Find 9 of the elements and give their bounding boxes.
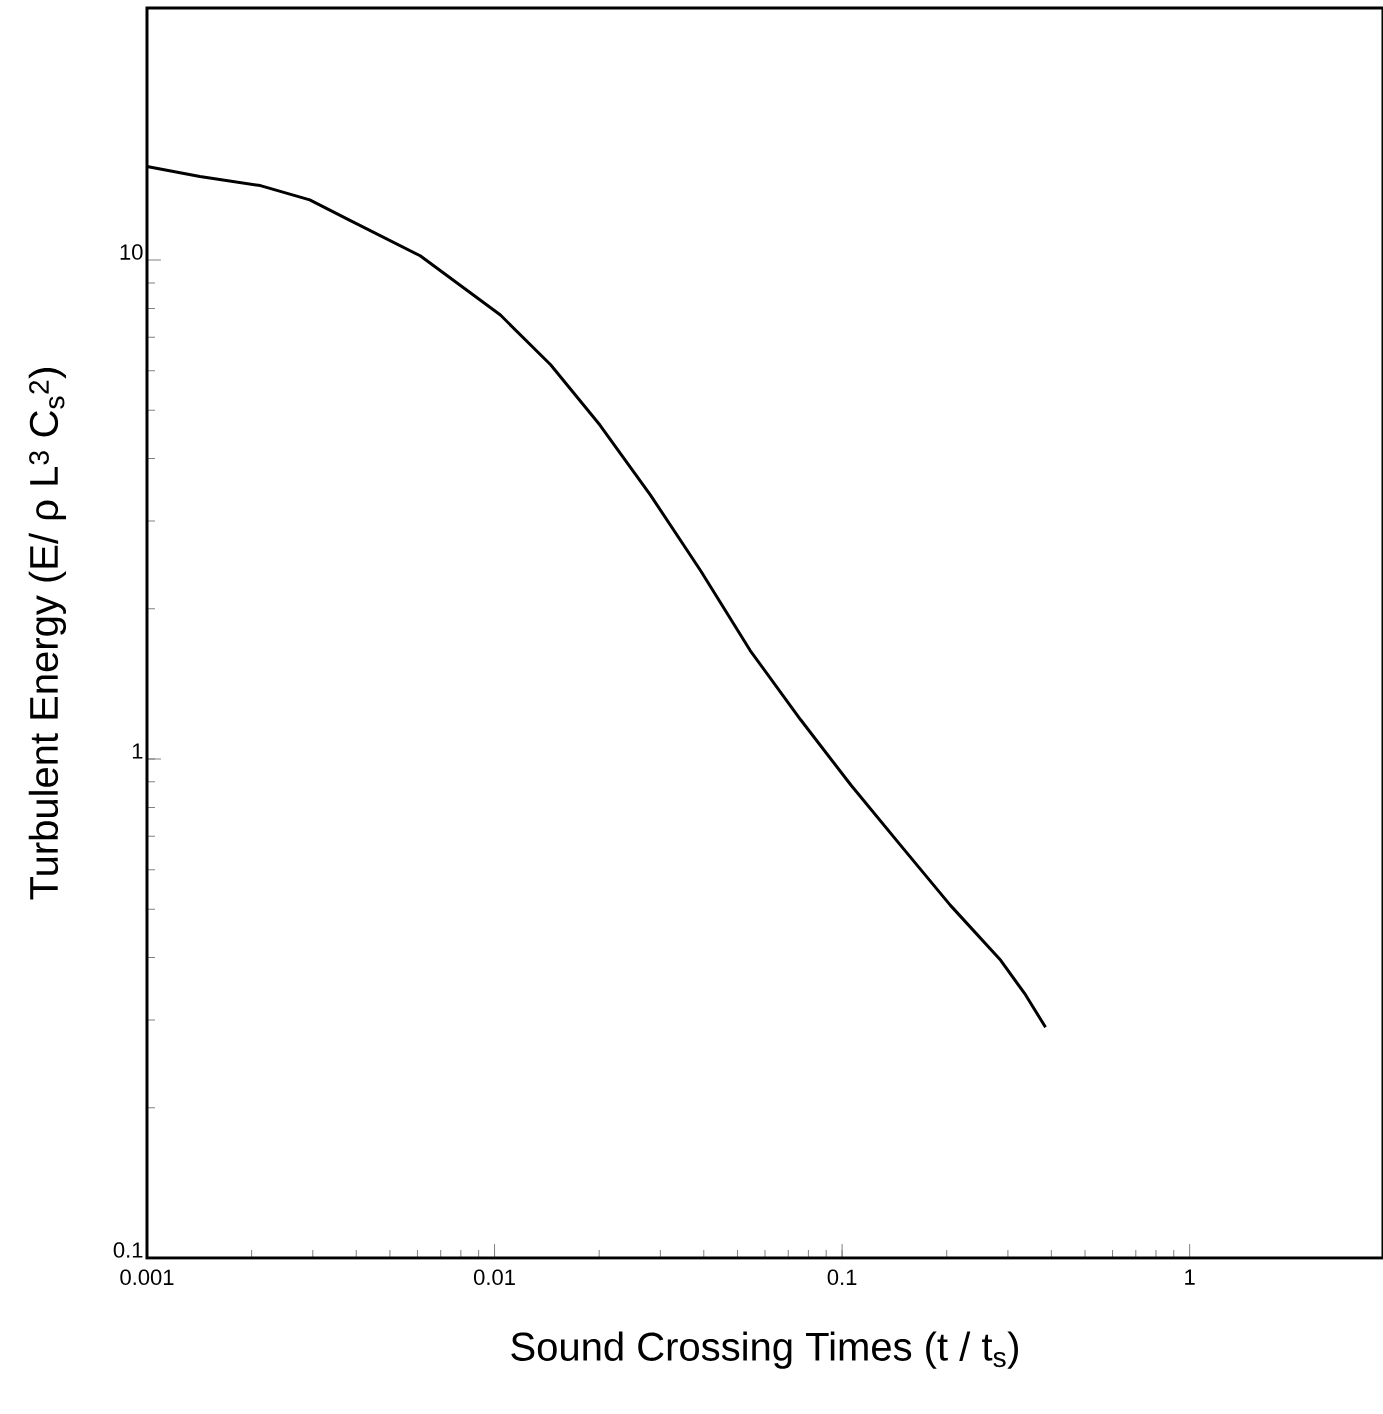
x-tick-label: 0.001 (120, 1269, 174, 1286)
y-tick-label: 10 (120, 244, 143, 260)
y-axis-title: Turbulent Energy (E/ ρ L$^{3}$ C$_{s}$$^{2}$) (28, 368, 66, 900)
x-axis-title: Sound Crossing Times (t / t$_{s}$) (511, 1331, 1018, 1369)
x-tick-label: 0.1 (827, 1269, 857, 1286)
x-tick-label: 1 (1185, 1269, 1195, 1285)
y-tick-label: 1 (132, 743, 143, 759)
x-tick-label: 0.01 (473, 1269, 515, 1286)
y-tick-label: 0.1 (113, 1242, 143, 1258)
